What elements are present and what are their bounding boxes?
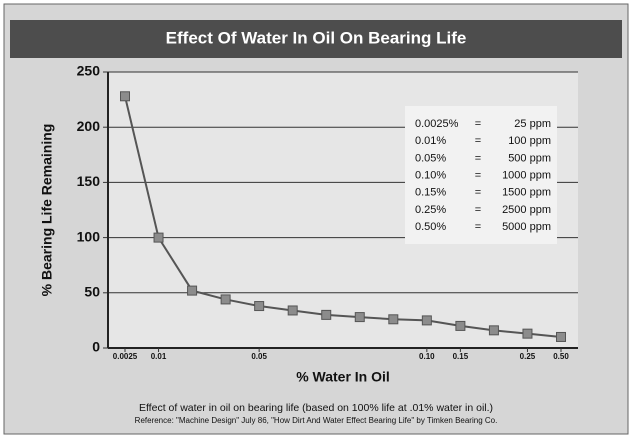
table-ppm: 5000 ppm: [502, 221, 551, 233]
y-tick-label: 250: [77, 63, 101, 79]
x-tick-label: 0.50: [553, 352, 569, 361]
table-percent: 0.50%: [415, 221, 446, 233]
y-tick-label: 0: [92, 339, 100, 355]
y-tick-label: 100: [77, 228, 101, 244]
data-point: [421, 315, 432, 326]
data-line: [124, 96, 562, 338]
reference: Reference: "Machine Design" July 86, "Ho…: [135, 416, 498, 425]
x-tick-label: 0.25: [520, 352, 536, 361]
data-point: [388, 314, 399, 325]
table-ppm: 500 ppm: [508, 152, 551, 164]
data-point: [187, 285, 198, 296]
table-percent: 0.05%: [415, 152, 446, 164]
data-point: [220, 294, 231, 305]
y-tick-label: 150: [77, 173, 101, 189]
table-percent: 0.10%: [415, 170, 446, 182]
table-equals: =: [475, 170, 481, 182]
data-point: [254, 301, 265, 312]
x-tick-label: 0.15: [453, 352, 469, 361]
table-equals: =: [475, 135, 481, 147]
x-tick-label: 0.05: [251, 352, 267, 361]
table-percent: 0.15%: [415, 187, 446, 199]
conversion-table-box: [405, 106, 557, 244]
table-percent: 0.0025%: [415, 118, 459, 130]
y-tick-label: 200: [77, 118, 101, 134]
data-point: [522, 328, 533, 339]
data-point: [556, 331, 566, 342]
data-point: [287, 305, 298, 316]
y-axis-label: % Bearing Life Remaining: [39, 124, 55, 297]
y-tick-label: 50: [84, 284, 100, 300]
chart-title: Effect Of Water In Oil On Bearing Life: [166, 28, 467, 47]
caption: Effect of water in oil on bearing life (…: [139, 402, 493, 414]
data-point: [153, 232, 164, 243]
table-ppm: 2500 ppm: [502, 204, 551, 216]
data-point: [455, 320, 466, 331]
table-equals: =: [475, 221, 481, 233]
table-equals: =: [475, 118, 481, 130]
data-point: [120, 91, 130, 102]
table-ppm: 1000 ppm: [502, 170, 551, 182]
table-equals: =: [475, 204, 481, 216]
data-point: [354, 312, 365, 323]
data-point: [488, 325, 499, 336]
data-point: [321, 309, 332, 320]
x-axis-label: % Water In Oil: [296, 369, 390, 385]
table-percent: 0.01%: [415, 135, 446, 147]
table-ppm: 100 ppm: [508, 135, 551, 147]
title-bar: [10, 20, 622, 58]
x-tick-label: 0.01: [151, 352, 167, 361]
table-equals: =: [475, 152, 481, 164]
x-tick-label: 0.0025: [113, 352, 138, 361]
table-ppm: 25 ppm: [514, 118, 551, 130]
table-percent: 0.25%: [415, 204, 446, 216]
table-ppm: 1500 ppm: [502, 187, 551, 199]
x-tick-label: 0.10: [419, 352, 435, 361]
table-equals: =: [475, 187, 481, 199]
